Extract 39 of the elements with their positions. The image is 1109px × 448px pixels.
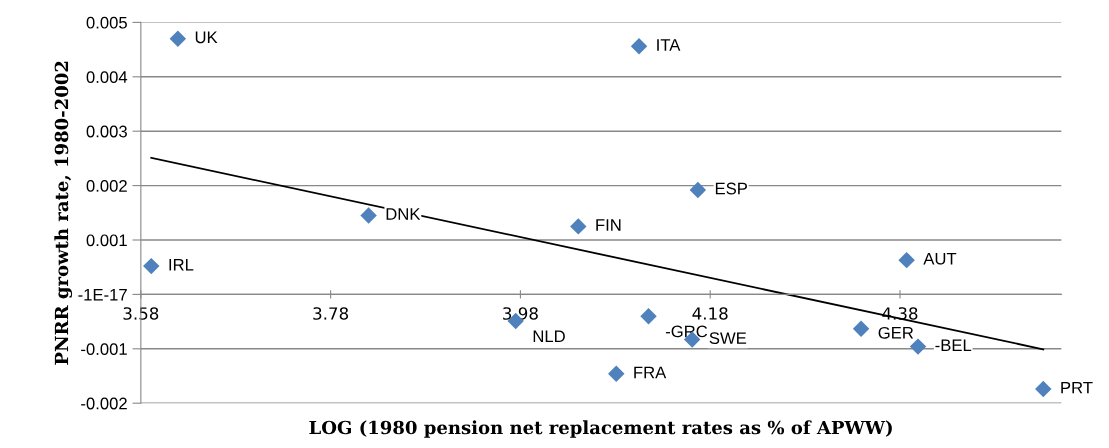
annotation: ITA: [657, 39, 681, 51]
y-axis-title: PNRR growth rate, 1980-2002: [54, 61, 73, 365]
point: [898, 251, 915, 269]
y-tick-label: -0.001: [81, 343, 127, 355]
annotation: ESP: [715, 182, 748, 195]
point: [169, 30, 187, 47]
point: [360, 207, 377, 224]
point: [909, 338, 927, 355]
x-tick-label: 3.58: [123, 307, 159, 320]
annotation: SWE: [709, 332, 747, 345]
y-tick-label: -0.002: [81, 397, 127, 410]
annotation: NLD: [533, 330, 565, 343]
point: [1035, 380, 1052, 398]
point: [143, 257, 160, 275]
annotation: FRA: [634, 366, 667, 379]
point: [630, 38, 648, 55]
y-tick-label: 0.004: [86, 71, 128, 83]
annotation: UK: [195, 31, 218, 44]
point: [640, 307, 657, 325]
y-tick-label: 0.002: [86, 180, 127, 192]
y-tick-label: 0.005: [86, 16, 127, 29]
x-axis-title: LOG (1980 pension net replacement rates as % of APWW): [309, 420, 892, 438]
x-tick-label: 4.18: [692, 307, 728, 320]
annotation: IRL: [169, 258, 194, 271]
x-tick-label: 3.78: [313, 307, 349, 320]
annotation: AUT: [923, 252, 957, 265]
annotation: PRT: [1061, 381, 1093, 394]
x-tick-label: 3.98: [503, 307, 538, 320]
annotation: -BEL: [935, 339, 972, 351]
point: [689, 181, 707, 199]
annotation: DNK: [386, 208, 421, 220]
point: [608, 365, 625, 383]
point: [570, 218, 587, 235]
point: [852, 320, 870, 337]
y-tick-label: -1E-17: [78, 288, 127, 301]
y-tick-label: 0.003: [86, 125, 127, 138]
y-tick-label: 0.001: [86, 234, 127, 247]
annotation: GER: [878, 326, 914, 339]
annotation: FIN: [596, 219, 621, 231]
